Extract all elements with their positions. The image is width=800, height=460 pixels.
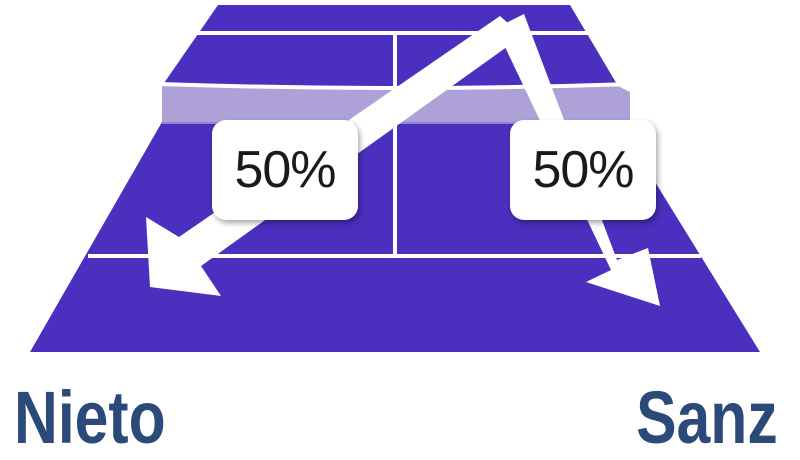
shot-percentage-left: 50% — [212, 120, 358, 220]
shot-percentage-left-label: 50% — [234, 141, 336, 199]
shot-percentage-right: 50% — [510, 120, 656, 220]
player-name-right: Sanz — [636, 376, 778, 459]
shot-percentage-right-label: 50% — [532, 141, 634, 199]
court-far-half — [162, 5, 618, 86]
player-name-left: Nieto — [14, 376, 166, 459]
